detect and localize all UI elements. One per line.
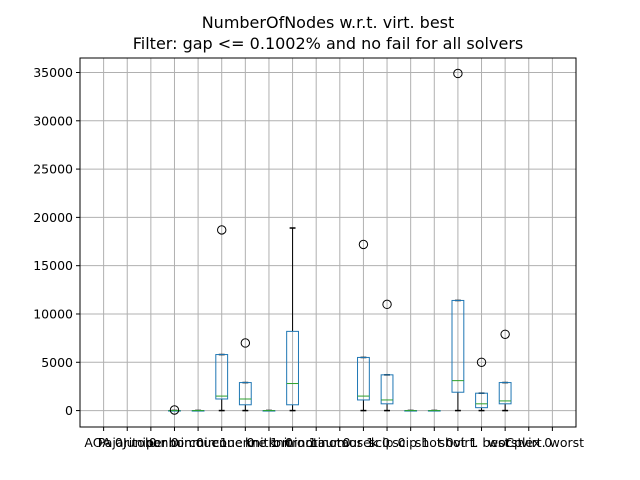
box-shot-0: [427, 409, 441, 412]
chart-title-line-1: NumberOfNodes w.r.t. virt. best: [202, 13, 455, 32]
x-tick-label: Juniper 0: [122, 435, 179, 450]
grid-lines: [80, 58, 576, 427]
box-knitro-1: [286, 227, 299, 412]
box-shot-1: [451, 68, 465, 412]
x-tick-label: Cplex 0: [505, 435, 552, 450]
y-tick-label: 35000: [33, 65, 73, 80]
box-scip-1: [404, 409, 418, 412]
y-axis-ticks: 0 5000 10000 15000 20000 25000 30000 35000: [33, 65, 80, 418]
box-iqr: [475, 392, 488, 409]
x-tick-label: Pajarito 0: [98, 435, 157, 450]
x-tick-label: minotaur 1: [305, 435, 374, 450]
box-bonmin-1: [191, 409, 205, 412]
y-tick-label: 25000: [33, 162, 73, 177]
box-bonmin-0: [168, 405, 181, 415]
box-worst: [498, 329, 512, 412]
outlier-point: [169, 405, 180, 415]
outlier-point: [453, 68, 463, 79]
box-iqr: [286, 330, 299, 406]
y-tick-label: 0: [65, 403, 73, 418]
box-couenne-1: [238, 338, 252, 412]
y-tick-label: 30000: [33, 113, 73, 128]
outlier-point: [476, 357, 487, 367]
x-tick-label: scip 0: [369, 435, 406, 450]
x-tick-label: couenne 0: [189, 435, 255, 450]
x-tick-label: AOA 0: [84, 435, 122, 450]
chart-title-line-2: Filter: gap <= 0.1002% and no fail for a…: [133, 34, 523, 53]
x-tick-label: shot 1: [438, 435, 477, 450]
y-tick-label: 5000: [41, 355, 73, 370]
box-scip-0: [380, 299, 394, 412]
box-virt-best: [475, 357, 488, 412]
x-tick-label: knitro 1: [269, 435, 317, 450]
outlier-point: [382, 299, 392, 310]
box-knitro-0: [262, 409, 276, 412]
x-tick-label: shot 0: [415, 435, 454, 450]
x-tick-label: mosek 0: [337, 435, 390, 450]
x-tick-label: minotaur 0: [282, 435, 351, 450]
y-tick-label: 10000: [33, 306, 73, 321]
x-tick-label: bonmin 1: [169, 435, 228, 450]
box-iqr: [215, 354, 229, 400]
x-tick-label: bonmin 0: [145, 435, 204, 450]
x-tick-label: couenne 1: [213, 435, 279, 450]
x-tick-label: virt. best: [454, 435, 510, 450]
box-couenne-0: [215, 225, 229, 412]
x-tick-label: knitro 0: [245, 435, 293, 450]
box-iqr: [357, 356, 370, 401]
box-iqr: [498, 382, 512, 405]
x-tick-label: worst: [488, 435, 523, 450]
box-iqr: [380, 374, 394, 405]
x-tick-label: scip 1: [392, 435, 429, 450]
plot-frame: [79, 57, 577, 428]
outlier-point: [500, 329, 510, 339]
box-mosek-0: [357, 239, 370, 412]
x-tick-label: virt. worst: [521, 435, 584, 450]
outlier-point: [358, 239, 369, 250]
box-iqr: [451, 299, 465, 393]
outlier-point: [240, 338, 251, 348]
y-tick-label: 15000: [33, 258, 73, 273]
outlier-point: [217, 225, 227, 235]
y-tick-label: 20000: [33, 210, 73, 225]
box-iqr: [238, 382, 252, 406]
box-series: [168, 68, 512, 415]
